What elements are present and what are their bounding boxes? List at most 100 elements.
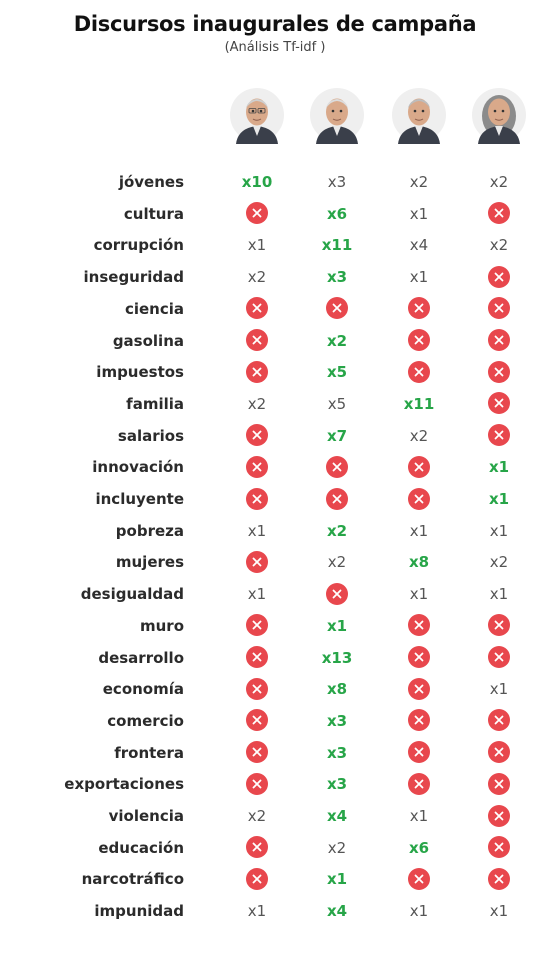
count-value: x1: [409, 902, 429, 921]
table-row: mujeres x2 x8 x2: [0, 550, 550, 574]
term-label: violencia: [108, 807, 184, 825]
absent-icon: [302, 455, 372, 479]
count-value-highlight: x1: [326, 870, 348, 889]
count-value: x1: [489, 521, 509, 540]
count-value-highlight: x4: [326, 902, 348, 921]
count-value-highlight: x8: [408, 553, 430, 572]
absent-icon: [384, 329, 454, 353]
table-row: comercio x3: [0, 709, 550, 733]
absent-icon: [464, 836, 534, 860]
count-value: x1: [247, 521, 267, 540]
term-label: cultura: [123, 204, 184, 223]
count-value: x2: [409, 426, 429, 445]
term-label: desigualdad: [80, 585, 184, 604]
page-subtitle: (Análisis Tf-idf ): [224, 40, 326, 55]
count-value-highlight: x13: [321, 648, 353, 667]
term-label: gasolina: [112, 331, 184, 350]
table-row: inseguridad x2 x3 x1: [0, 265, 550, 289]
absent-icon: [222, 202, 292, 226]
count-value-highlight: x3: [326, 775, 348, 794]
count-value: x1: [409, 204, 429, 223]
term-label: mujeres: [115, 553, 184, 572]
term-label: impuestos: [96, 363, 184, 382]
term-label: exportaciones: [64, 775, 184, 794]
term-label: salarios: [117, 426, 184, 445]
absent-icon: [384, 614, 454, 638]
absent-icon: [464, 614, 534, 638]
term-label: corrupción: [93, 236, 184, 255]
absent-icon: [464, 424, 534, 448]
table-row: impuestos x5: [0, 360, 550, 384]
count-value-highlight: x1: [326, 616, 348, 635]
table-row: frontera x3: [0, 741, 550, 765]
absent-icon: [384, 360, 454, 384]
count-value: x2: [489, 236, 509, 255]
count-value: x1: [409, 521, 429, 540]
absent-icon: [222, 329, 292, 353]
term-label: impunidad: [94, 902, 184, 921]
count-value: x2: [327, 838, 347, 857]
absent-icon: [222, 646, 292, 670]
absent-icon: [464, 772, 534, 796]
count-value: x4: [409, 236, 429, 255]
absent-icon: [222, 741, 292, 765]
absent-icon: [384, 772, 454, 796]
count-value: x2: [409, 173, 429, 191]
table-row: salarios x7 x2: [0, 424, 550, 448]
count-value-highlight: x2: [326, 331, 348, 350]
count-value: x2: [489, 173, 509, 191]
absent-icon: [302, 487, 372, 511]
absent-icon: [384, 455, 454, 479]
absent-icon: [384, 677, 454, 701]
absent-icon: [222, 836, 292, 860]
count-value-highlight: x10: [241, 173, 273, 191]
term-label: muro: [139, 616, 184, 635]
count-value-highlight: x8: [326, 680, 348, 699]
table-row: economía x8 x1: [0, 677, 550, 701]
absent-icon: [464, 804, 534, 828]
count-value: x1: [489, 680, 509, 699]
absent-icon: [384, 297, 454, 321]
absent-icon: [222, 487, 292, 511]
table-row: innovación x1: [0, 455, 550, 479]
page-title: Discursos inaugurales de campaña: [73, 12, 477, 36]
term-label: comercio: [107, 711, 184, 730]
absent-icon: [464, 709, 534, 733]
table-row: desarrollo x13: [0, 646, 550, 670]
candidate-3-portrait-icon: [390, 86, 448, 144]
count-value: x1: [247, 902, 267, 921]
absent-icon: [464, 265, 534, 289]
absent-icon: [464, 360, 534, 384]
table-row: violencia x2 x4 x1: [0, 804, 550, 828]
count-value: x1: [409, 585, 429, 604]
absent-icon: [464, 741, 534, 765]
table-row: muro x1: [0, 614, 550, 638]
candidate-2-portrait-icon: [308, 86, 366, 144]
candidate-4-portrait-icon: [470, 86, 528, 144]
term-label: frontera: [114, 743, 184, 762]
table-row: desigualdad x1 x1 x1: [0, 582, 550, 606]
table-row: educación x2 x6: [0, 836, 550, 860]
count-value: x2: [489, 553, 509, 572]
count-value-highlight: x3: [326, 268, 348, 287]
absent-icon: [222, 614, 292, 638]
count-value-highlight: x7: [326, 426, 348, 445]
term-label: innovación: [92, 458, 184, 477]
term-label: narcotráfico: [81, 870, 184, 889]
absent-icon: [464, 202, 534, 226]
count-value: x1: [489, 902, 509, 921]
absent-icon: [302, 297, 372, 321]
absent-icon: [464, 392, 534, 416]
table-row: corrupción x1 x11 x4 x2: [0, 233, 550, 257]
absent-icon: [384, 709, 454, 733]
count-value: x1: [489, 585, 509, 604]
table-row: pobreza x1 x2 x1 x1: [0, 519, 550, 543]
table-row: exportaciones x3: [0, 772, 550, 796]
count-value: x3: [327, 173, 347, 191]
count-value-highlight: x6: [408, 838, 430, 857]
absent-icon: [464, 867, 534, 891]
count-value: x2: [247, 807, 267, 825]
count-value-highlight: x6: [326, 204, 348, 223]
absent-icon: [222, 867, 292, 891]
count-value-highlight: x2: [326, 521, 348, 540]
